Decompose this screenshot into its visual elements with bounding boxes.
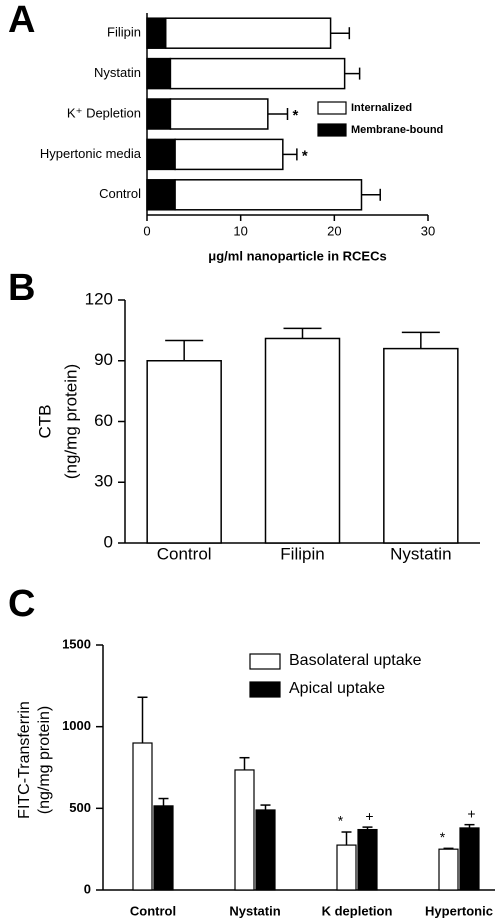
legend-label: Basolateral uptake (289, 652, 422, 669)
legend-swatch (317, 101, 347, 115)
y-tick-label: 30 (94, 472, 113, 491)
bar-segment (169, 57, 346, 90)
x-tick-label: 20 (327, 223, 341, 238)
x-tick-label: K depletion (322, 903, 393, 918)
y-tick-label: 0 (104, 532, 113, 551)
bar-segment (146, 179, 176, 211)
x-axis-label: μg/ml nanoparticle in RCECs (208, 248, 386, 263)
bar (459, 827, 480, 891)
y-tick-label: 60 (94, 411, 113, 430)
category-label: K⁺ Depletion (67, 105, 141, 120)
category-label: Control (99, 186, 141, 201)
significance-marker: + (467, 805, 475, 821)
bar (234, 769, 255, 891)
bar (153, 805, 174, 891)
panel-letter: A (8, 0, 35, 41)
x-tick-label: Control (130, 903, 176, 918)
category-label: Nystatin (94, 65, 141, 80)
x-tick-label: 10 (233, 223, 247, 238)
significance-marker: * (338, 813, 344, 829)
bar-segment (146, 57, 172, 90)
y-tick-label: 500 (69, 800, 91, 815)
bar-segment (164, 17, 332, 49)
bar (336, 844, 357, 891)
significance-marker: + (365, 808, 373, 824)
y-axis-label: (ng/mg protein) (61, 364, 80, 479)
legend-swatch (249, 653, 281, 670)
bar-segment (146, 17, 167, 49)
x-tick-label: 30 (421, 223, 435, 238)
bar-segment (174, 138, 284, 171)
bar (357, 828, 378, 891)
significance-marker: * (293, 107, 299, 124)
bar (255, 809, 276, 891)
y-tick-label: 1500 (62, 636, 91, 651)
x-tick-label: Filipin (280, 544, 324, 563)
bar (438, 848, 459, 891)
x-tick-label: Control (157, 544, 212, 563)
significance-marker: * (440, 829, 446, 845)
x-tick-label: 0 (143, 223, 150, 238)
bar (264, 337, 341, 544)
y-axis-label: (ng/mg protein) (36, 706, 53, 815)
bar (146, 360, 222, 544)
bar-segment (146, 98, 172, 130)
bar-segment (146, 138, 176, 171)
legend-label: Internalized (351, 102, 412, 114)
bar-segment (174, 179, 363, 211)
y-tick-label: 1000 (62, 718, 91, 733)
panel-letter: C (8, 583, 35, 625)
legend-label: Apical uptake (289, 680, 385, 697)
x-tick-label: Nystatin (390, 544, 451, 563)
y-tick-label: 0 (84, 881, 91, 896)
bar (383, 347, 459, 544)
legend-label: Membrane-bound (351, 124, 443, 136)
x-tick-label: Hypertonic (425, 903, 493, 918)
legend-swatch (249, 681, 281, 698)
category-label: Hypertonic media (40, 146, 142, 161)
x-tick-label: Nystatin (229, 903, 280, 918)
bar-segment (169, 98, 269, 130)
significance-marker: * (302, 147, 308, 164)
y-axis-label: FITC-Transferrin (16, 701, 33, 819)
y-axis-label: CTB (35, 405, 54, 439)
y-tick-label: 120 (85, 289, 113, 308)
bar (132, 742, 153, 891)
legend-swatch (317, 123, 347, 137)
y-tick-label: 90 (94, 350, 113, 369)
panel-letter: B (8, 267, 35, 309)
category-label: Filipin (107, 25, 141, 40)
